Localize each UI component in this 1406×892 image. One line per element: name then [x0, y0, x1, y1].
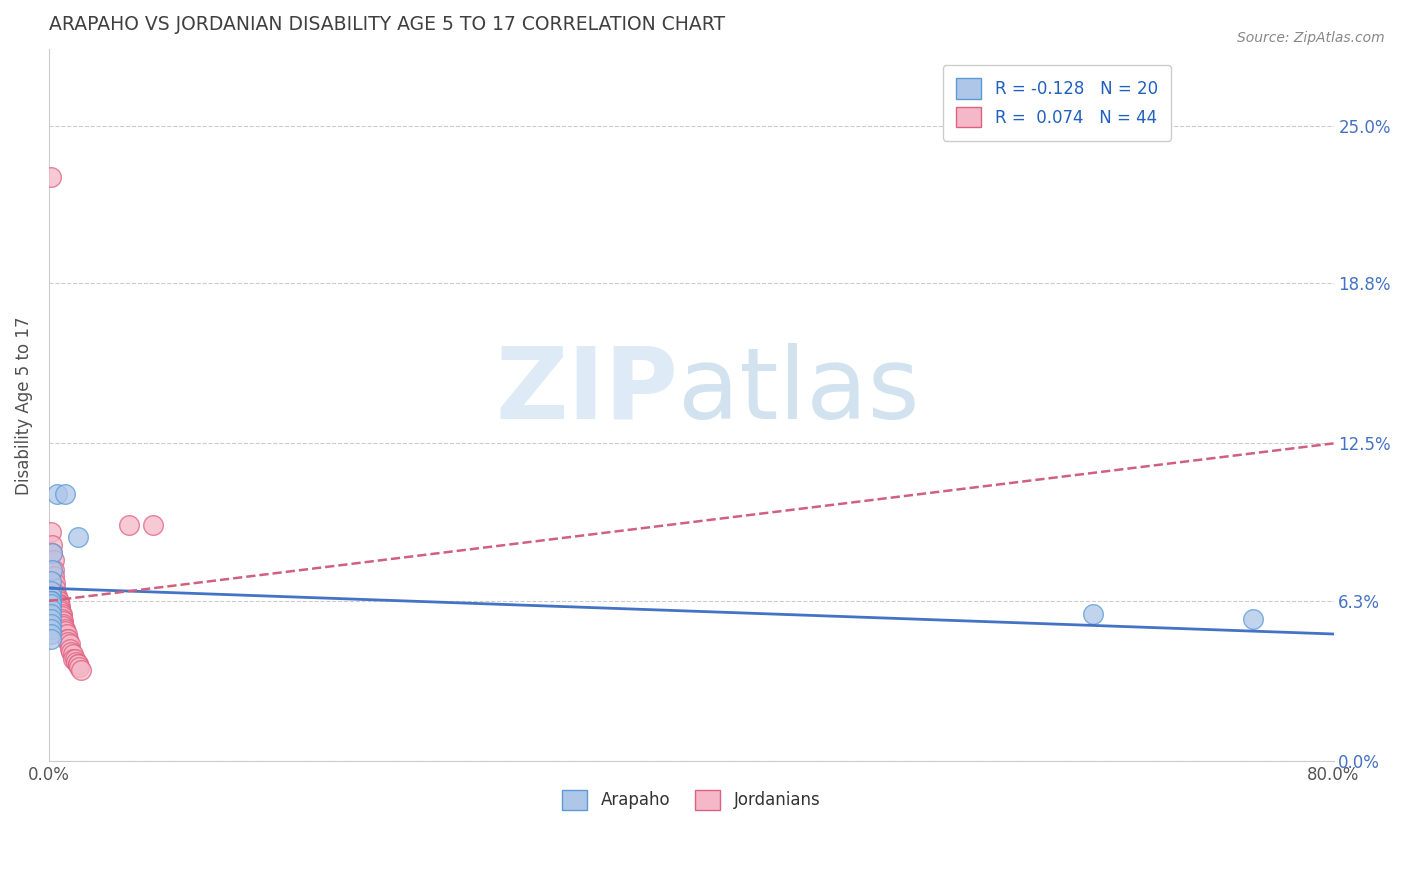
Point — [58, 632, 80, 646]
Point — [52, 619, 75, 633]
Point — [53, 487, 76, 501]
Point — [70, 663, 93, 677]
Point — [41, 546, 63, 560]
Point — [62, 652, 84, 666]
Point — [69, 660, 91, 674]
Point — [42, 553, 65, 567]
Legend: Arapaho, Jordanians: Arapaho, Jordanians — [555, 783, 827, 817]
Point — [60, 645, 83, 659]
Point — [66, 657, 89, 672]
Point — [41, 546, 63, 560]
Point — [48, 597, 70, 611]
Point — [46, 589, 69, 603]
Point — [39, 612, 62, 626]
Point — [39, 589, 62, 603]
Point — [51, 612, 73, 626]
Point — [63, 652, 86, 666]
Point — [44, 576, 66, 591]
Point — [39, 627, 62, 641]
Text: ARAPAHO VS JORDANIAN DISABILITY AGE 5 TO 17 CORRELATION CHART: ARAPAHO VS JORDANIAN DISABILITY AGE 5 TO… — [49, 15, 725, 34]
Point — [39, 594, 62, 608]
Point — [142, 517, 165, 532]
Point — [39, 594, 62, 608]
Point — [1241, 612, 1264, 626]
Point — [53, 622, 76, 636]
Point — [41, 564, 63, 578]
Point — [41, 538, 63, 552]
Point — [46, 594, 69, 608]
Point — [39, 616, 62, 631]
Text: ZIP: ZIP — [495, 343, 679, 440]
Point — [49, 599, 72, 613]
Point — [42, 564, 65, 578]
Point — [49, 601, 72, 615]
Point — [46, 487, 69, 501]
Point — [52, 616, 75, 631]
Point — [39, 594, 62, 608]
Y-axis label: Disability Age 5 to 17: Disability Age 5 to 17 — [15, 316, 32, 494]
Point — [39, 525, 62, 540]
Point — [55, 627, 77, 641]
Point — [39, 597, 62, 611]
Text: Source: ZipAtlas.com: Source: ZipAtlas.com — [1237, 31, 1385, 45]
Point — [51, 609, 73, 624]
Point — [66, 657, 89, 672]
Point — [39, 574, 62, 588]
Point — [39, 622, 62, 636]
Point — [52, 615, 75, 629]
Point — [44, 586, 66, 600]
Point — [44, 581, 66, 595]
Point — [39, 607, 62, 621]
Point — [48, 597, 70, 611]
Point — [51, 607, 73, 621]
Point — [42, 568, 65, 582]
Point — [39, 601, 62, 615]
Point — [1081, 607, 1104, 621]
Point — [59, 642, 82, 657]
Point — [55, 632, 77, 646]
Point — [39, 632, 62, 646]
Point — [118, 517, 141, 532]
Point — [48, 594, 70, 608]
Point — [62, 648, 84, 662]
Point — [49, 604, 72, 618]
Point — [66, 530, 89, 544]
Point — [46, 591, 69, 606]
Point — [39, 594, 62, 608]
Point — [53, 624, 76, 639]
Text: atlas: atlas — [679, 343, 920, 440]
Point — [59, 637, 82, 651]
Point — [65, 655, 87, 669]
Point — [39, 169, 62, 184]
Point — [58, 634, 80, 648]
Point — [39, 583, 62, 598]
